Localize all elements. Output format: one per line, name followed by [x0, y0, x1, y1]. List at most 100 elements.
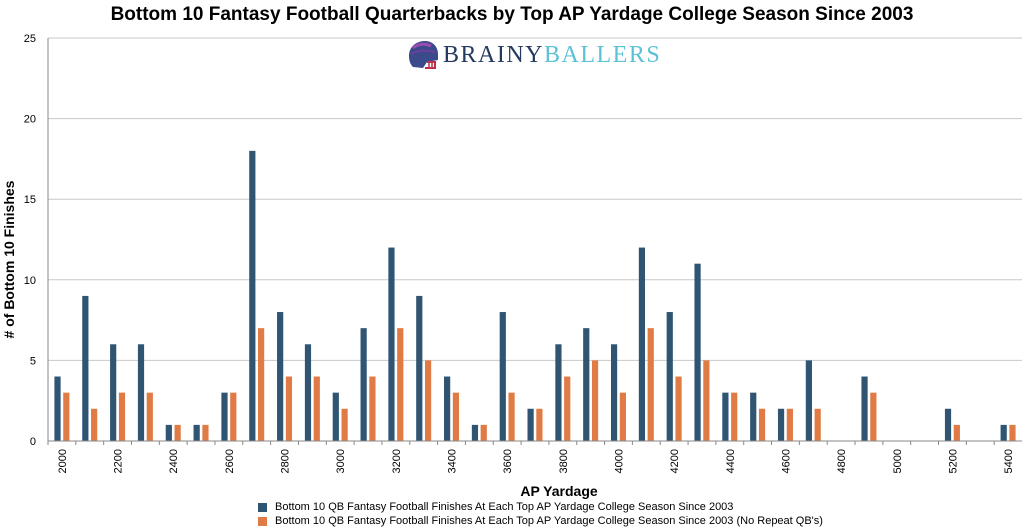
bar-series-2-4200: [675, 376, 682, 441]
x-axis-title: AP Yardage: [520, 483, 598, 499]
bar-series-2-2600: [230, 392, 237, 441]
bar-series-2-4400: [731, 392, 738, 441]
bar-series-2-3500: [480, 424, 487, 441]
x-tick-label: 3400: [447, 449, 459, 473]
bar-series-1-4900: [861, 376, 868, 441]
legend-swatch-series-1: [258, 502, 267, 512]
bar-series-2-2200: [118, 392, 126, 441]
bar-series-1-2300: [137, 344, 145, 441]
legend-item-series-2: Bottom 10 QB Fantasy Football Finishes A…: [258, 514, 823, 528]
x-tick-label: 4200: [669, 449, 681, 473]
y-tick-label: 15: [24, 194, 36, 206]
y-tick-label: 5: [30, 355, 36, 367]
legend-label-series-2: Bottom 10 QB Fantasy Football Finishes A…: [275, 515, 823, 527]
bar-series-2-2000: [63, 392, 70, 441]
bar-series-2-4100: [647, 328, 654, 441]
football-helmet-icon: [409, 41, 438, 69]
bar-series-1-4600: [777, 408, 785, 441]
bar-series-1-2900: [304, 344, 312, 441]
legend: Bottom 10 QB Fantasy Football Finishes A…: [258, 500, 823, 528]
logo-text-brainy: BRAINY: [443, 41, 545, 68]
x-tick-label: 2200: [113, 449, 125, 473]
legend-swatch-series-2: [258, 516, 267, 526]
logo-text-ballers: BALLERS: [544, 41, 662, 68]
legend-label-series-1: Bottom 10 QB Fantasy Football Finishes A…: [275, 501, 734, 513]
x-tick-label: 4800: [836, 449, 848, 473]
bar-series-2-2900: [313, 376, 320, 441]
x-tick-label: 5400: [1003, 449, 1015, 473]
bar-series-2-5400: [1009, 424, 1016, 441]
bar-series-2-3300: [424, 360, 432, 441]
bar-series-1-4000: [610, 344, 618, 441]
bar-series-1-3500: [471, 424, 479, 441]
bar-series-1-3700: [527, 408, 534, 441]
bar-series-1-4400: [722, 392, 729, 441]
bar-series-1-4200: [666, 312, 673, 441]
bars-layer: [54, 150, 1016, 441]
x-tick-label: 5200: [947, 449, 959, 473]
bar-series-1-2800: [277, 312, 284, 441]
bar-series-1-5200: [944, 408, 952, 441]
bar-series-1-4700: [805, 360, 812, 441]
bar-series-2-2700: [258, 328, 265, 441]
bar-series-2-3800: [564, 376, 571, 441]
bar-series-2-3600: [508, 392, 515, 441]
x-tick-label: 2800: [280, 449, 292, 473]
bar-series-2-4000: [619, 392, 626, 441]
bar-series-1-2000: [54, 376, 61, 441]
x-tick-label: 3600: [502, 449, 514, 473]
axis-layer: 0 5 10 15 20 25 2000 2200 2400 2600 2800 3000 3200 34…: [1, 33, 1022, 499]
chart-title: Bottom 10 Fantasy Football Quarterbacks …: [110, 4, 914, 25]
bar-series-2-2300: [146, 392, 153, 441]
bar-series-1-3100: [360, 328, 367, 441]
y-tick-label: 25: [24, 33, 36, 45]
x-tick-label: 4600: [780, 449, 792, 473]
brainy-ballers-logo: BRAINYBALLERS: [405, 40, 661, 70]
x-tick-label: 3200: [391, 449, 403, 473]
bar-series-2-2100: [91, 408, 98, 441]
x-tick-label: 4400: [725, 449, 737, 473]
bar-series-1-3200: [388, 247, 395, 441]
bar-series-1-2500: [193, 424, 200, 441]
bar-series-1-5400: [1000, 424, 1007, 441]
bar-series-1-3000: [332, 392, 339, 441]
x-tick-label: 3800: [558, 449, 570, 473]
bar-series-1-2400: [165, 424, 172, 441]
bar-series-1-4100: [638, 247, 646, 441]
bar-series-1-4500: [750, 392, 757, 441]
grid-layer: [48, 37, 1022, 442]
bar-series-1-3400: [444, 376, 451, 441]
x-tick-label: 5000: [892, 449, 904, 473]
bar-series-2-3700: [536, 408, 543, 441]
bar-series-2-3900: [591, 360, 599, 441]
y-tick-label: 0: [30, 436, 36, 448]
bar-series-1-3900: [583, 328, 590, 441]
bar-series-2-3200: [397, 328, 404, 441]
bar-series-1-3300: [416, 295, 423, 441]
y-tick-label: 10: [24, 275, 36, 287]
bar-series-2-3400: [452, 392, 460, 441]
x-tick-label: 4000: [613, 449, 625, 473]
bar-series-2-4900: [870, 392, 877, 441]
legend-item-series-1: Bottom 10 QB Fantasy Football Finishes A…: [258, 500, 823, 514]
x-tick-label: 2000: [57, 449, 69, 473]
bar-series-2-3000: [341, 408, 348, 441]
y-tick-label: 20: [24, 114, 36, 126]
bar-series-1-2700: [249, 150, 256, 441]
bar-series-2-2400: [174, 424, 181, 441]
x-tick-label: 3000: [335, 449, 347, 473]
bar-series-1-3800: [555, 344, 562, 441]
bar-series-2-2800: [285, 376, 293, 441]
bar-series-1-2600: [221, 392, 228, 441]
bar-series-2-4600: [786, 408, 793, 441]
bar-series-2-4700: [814, 408, 821, 441]
bar-series-1-2100: [82, 295, 89, 441]
bar-series-2-5200: [953, 424, 960, 441]
bar-series-1-2200: [110, 344, 117, 441]
y-axis-title: # of Bottom 10 Finishes: [1, 180, 17, 338]
bar-series-1-4300: [694, 263, 701, 441]
x-tick-label: 2600: [224, 449, 236, 473]
bar-series-2-2500: [202, 424, 209, 441]
x-tick-label: 2400: [168, 449, 180, 473]
